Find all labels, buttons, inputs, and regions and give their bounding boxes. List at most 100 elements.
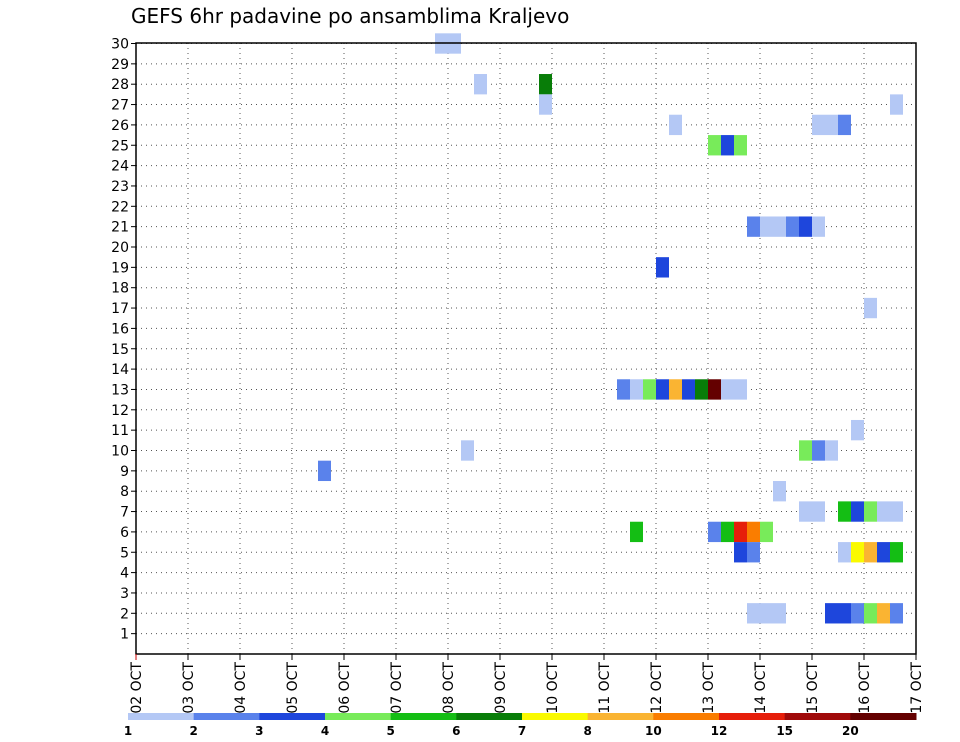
data-cell [318,460,331,482]
data-cell [890,603,903,624]
data-cell [643,379,656,400]
data-cell [721,135,734,156]
x-tick-label: 02 OCT [129,662,145,714]
y-tick-label: 17 [111,301,129,317]
legend-swatch [653,713,720,720]
legend-swatch [522,713,589,720]
data-cell [773,481,786,502]
legend-label: 7 [518,724,526,738]
data-cell [851,419,864,441]
x-tick-label: 05 OCT [285,662,301,714]
data-cell [747,542,760,563]
x-tick-label: 11 OCT [597,662,613,714]
y-tick-label: 3 [120,586,129,602]
data-cell [630,521,643,543]
legend-label: 6 [452,724,460,738]
data-cell [617,379,630,400]
data-cell [825,440,838,461]
data-cell [812,216,825,237]
data-cell [812,114,838,136]
legend-swatch [325,713,392,720]
data-cell [799,216,812,237]
data-cell [786,216,799,237]
y-tick-label: 4 [120,566,129,582]
x-tick-label: 09 OCT [493,662,509,714]
data-cell [734,521,747,543]
x-tick-label: 04 OCT [233,662,249,714]
data-cell [864,501,877,522]
data-cell [799,440,812,461]
y-tick-label: 30 [111,37,129,53]
y-tick-label: 9 [120,464,129,480]
y-tick-label: 23 [111,179,129,195]
data-cell [825,603,851,624]
y-tick-label: 19 [111,260,129,276]
data-cell [721,379,747,400]
x-tick-label: 06 OCT [337,662,353,714]
x-tick-label: 10 OCT [545,662,561,714]
x-tick-label: 16 OCT [857,662,873,714]
data-cell [656,379,669,400]
data-cell [721,521,734,543]
data-cell [695,379,708,400]
data-cell [851,501,864,522]
data-cell [708,135,721,156]
legend-label: 15 [776,724,793,738]
data-cell [877,501,903,522]
y-tick-label: 20 [111,240,129,256]
y-tick-label: 12 [111,403,129,419]
legend-label: 12 [711,724,728,738]
y-tick-label: 7 [120,505,129,521]
legend-swatch [587,713,654,720]
x-tick-label: 13 OCT [701,662,717,714]
data-cell [539,94,552,115]
data-cell [656,257,669,278]
data-cell [864,542,877,563]
y-tick-label: 27 [111,98,129,114]
data-cell [461,440,474,461]
data-cell [734,135,747,156]
y-tick-label: 22 [111,199,129,215]
legend-label: 8 [583,724,591,738]
data-cell [838,114,851,136]
data-cell [890,94,903,115]
data-cell [708,521,721,543]
data-cell [474,74,487,95]
legend-swatch [784,713,851,720]
y-tick-label: 5 [120,545,129,561]
y-tick-label: 16 [111,321,129,337]
y-tick-label: 13 [111,382,129,398]
y-tick-label: 8 [120,484,129,500]
x-tick-label: 07 OCT [389,662,405,714]
legend-swatch [719,713,786,720]
data-cell [851,603,864,624]
legend-label: 3 [255,724,263,738]
legend-label: 5 [386,724,394,738]
data-cell [890,542,903,563]
data-cell [812,440,825,461]
y-tick-label: 25 [111,138,129,154]
legend-swatch [259,713,326,720]
x-tick-label: 17 OCT [909,662,925,714]
data-cell [734,542,747,563]
data-cell [877,603,890,624]
y-tick-label: 14 [111,362,129,378]
y-tick-label: 26 [111,118,129,134]
data-cell [747,521,760,543]
y-tick-label: 18 [111,281,129,297]
data-cell [851,542,864,563]
legend-label: 1 [124,724,132,738]
y-tick-label: 15 [111,342,129,358]
chart-title: GEFS 6hr padavine po ansamblima Kraljevo [131,4,570,28]
data-cell [799,501,825,522]
data-cell [760,521,773,543]
x-tick-label: 14 OCT [753,662,769,714]
data-cell [682,379,695,400]
data-cell [864,297,877,319]
data-cell [760,216,786,237]
y-tick-label: 1 [120,627,129,643]
x-tick-label: 03 OCT [181,662,197,714]
x-tick-label: 15 OCT [805,662,821,714]
y-tick-label: 21 [111,220,129,236]
y-tick-label: 11 [111,423,129,439]
